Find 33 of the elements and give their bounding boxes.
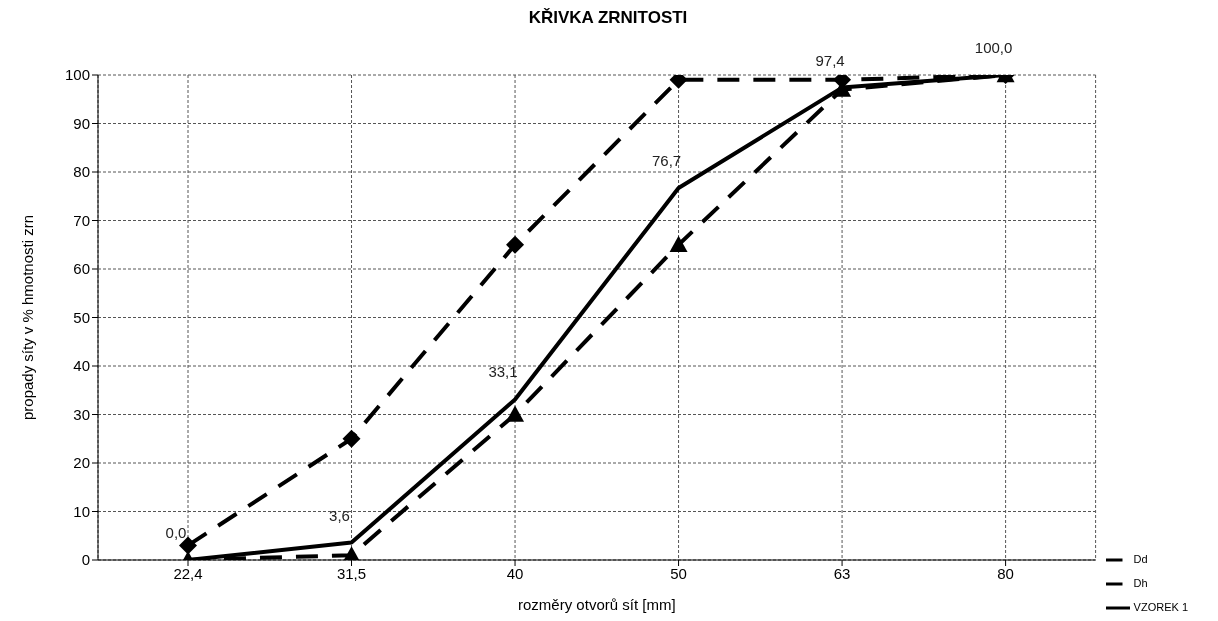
y-tick-label: 100	[64, 66, 90, 84]
y-tick-label: 80	[73, 163, 90, 181]
data-label: 97,4	[815, 51, 845, 69]
point	[669, 235, 688, 252]
x-tick-label: 40	[506, 564, 524, 582]
point	[506, 405, 525, 422]
y-tick-label: 30	[73, 405, 90, 423]
y-tick-label: 50	[73, 308, 90, 326]
data-label: 33,1	[488, 363, 518, 381]
y-tick-label: 10	[73, 502, 90, 520]
data-label: 100,0	[974, 39, 1013, 56]
legend-label: Dd	[1133, 552, 1148, 565]
x-tick-label: 50	[670, 564, 687, 582]
x-tick-label: 80	[997, 564, 1014, 582]
data-label: 3,6	[329, 506, 350, 524]
y-tick-label: 0	[81, 551, 90, 569]
x-tick-label: 31,5	[336, 564, 367, 582]
y-tick-label: 40	[73, 357, 90, 375]
y-tick-label: 70	[73, 211, 90, 229]
chart-title: KŘIVKA ZRNITOSTI	[527, 8, 689, 29]
y-tick-label: 90	[73, 114, 90, 132]
x-tick-label: 63	[833, 564, 851, 582]
point	[342, 429, 361, 448]
legend-label: VZOREK 1	[1133, 600, 1188, 613]
x-tick-label: 22,4	[173, 564, 203, 582]
y-tick-label: 60	[73, 260, 90, 278]
y-axis-title: propady síty v % hmotnosti zrn	[19, 214, 37, 421]
y-tick-label: 20	[73, 454, 90, 472]
data-label: 0,0	[165, 524, 187, 541]
point	[506, 235, 525, 254]
x-axis-title: rozměry otvorů sít [mm]	[518, 596, 676, 613]
legend-label: Dh	[1133, 576, 1148, 589]
data-label: 76,7	[651, 152, 682, 170]
